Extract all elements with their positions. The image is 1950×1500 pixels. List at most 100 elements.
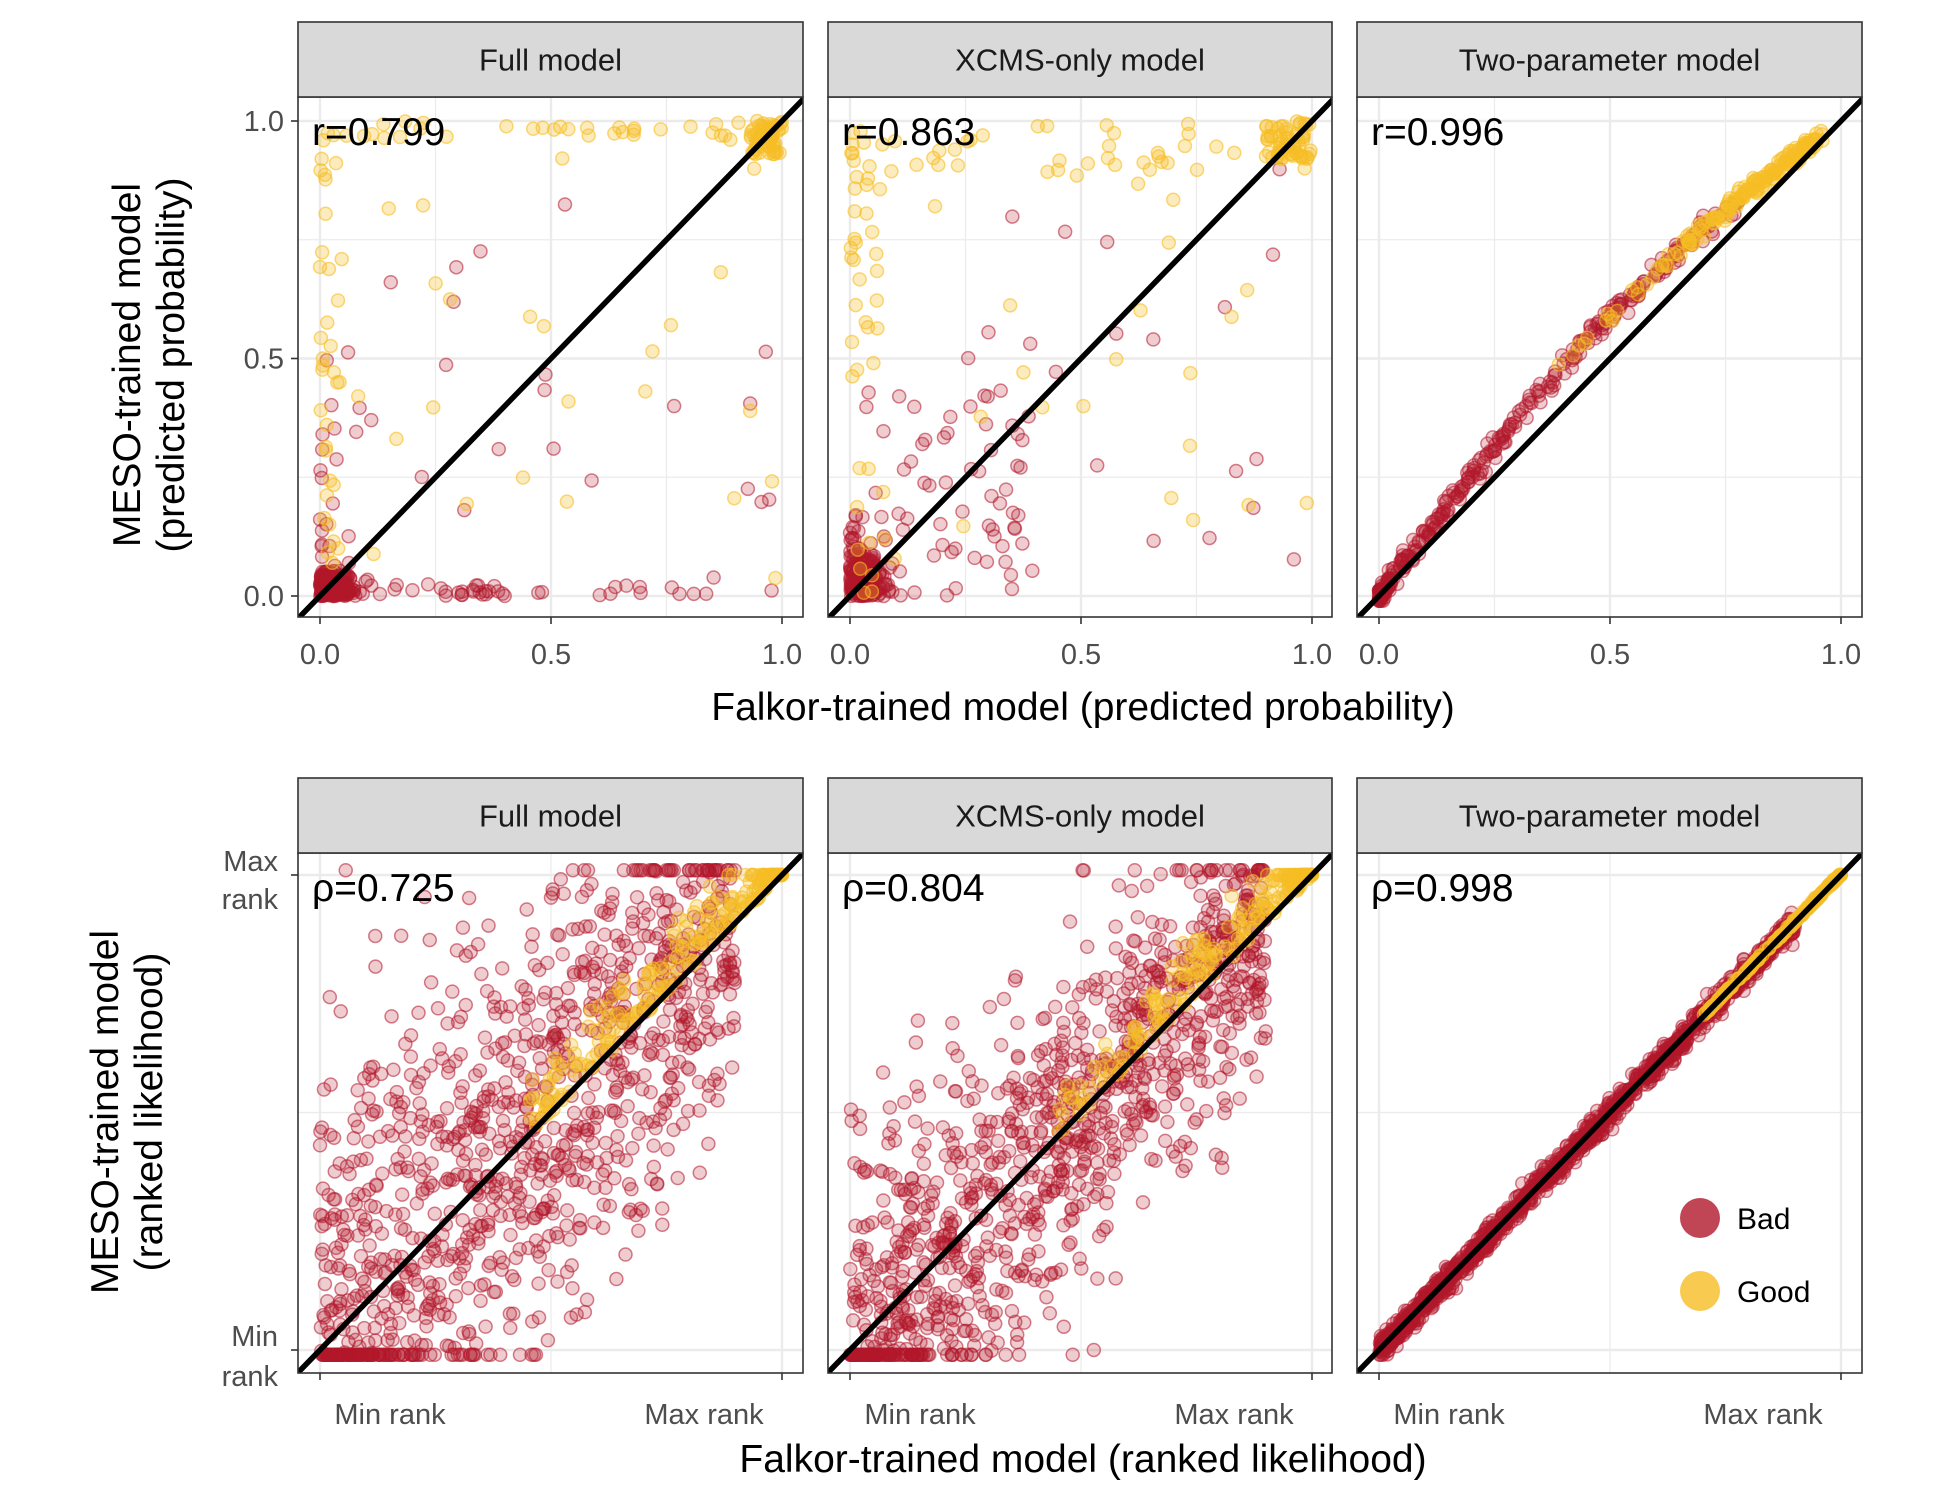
point-bad	[884, 1255, 900, 1271]
point-good	[1160, 991, 1176, 1007]
point-good	[930, 157, 946, 173]
point-good	[1209, 139, 1224, 154]
point-bad	[1037, 1181, 1053, 1196]
point-bad	[1056, 1218, 1071, 1233]
point-bad	[427, 1206, 443, 1221]
point-bad	[724, 964, 740, 979]
point-bad	[409, 1080, 424, 1096]
point-good	[1551, 357, 1567, 372]
point-bad	[327, 1192, 343, 1207]
point-good	[1108, 351, 1124, 367]
point-bad	[535, 1152, 551, 1167]
point-bad	[1086, 1342, 1102, 1358]
point-bad	[897, 1095, 912, 1110]
point-bad	[1236, 958, 1252, 974]
point-bad	[613, 964, 629, 979]
point-good	[872, 181, 888, 197]
point-bad	[577, 953, 593, 969]
point-bad	[1256, 952, 1271, 967]
point-bad	[1130, 909, 1146, 925]
point-bad	[670, 1170, 685, 1186]
point-bad	[998, 1285, 1014, 1301]
point-good	[1218, 939, 1233, 954]
point-bad	[1036, 1058, 1052, 1073]
point-bad	[588, 956, 604, 971]
point-good	[861, 535, 877, 551]
point-bad	[657, 1106, 673, 1122]
point-bad	[655, 1217, 670, 1233]
point-good	[1661, 246, 1677, 262]
point-bad	[1015, 1101, 1030, 1117]
point-bad	[618, 1153, 634, 1168]
point-bad	[1222, 863, 1237, 878]
point-bad	[551, 928, 567, 943]
point-bad	[958, 1263, 974, 1279]
point-bad	[1076, 863, 1092, 878]
point-good	[612, 1006, 627, 1021]
point-bad	[1177, 1134, 1193, 1150]
point-bad	[472, 1063, 488, 1078]
point-good	[318, 443, 334, 458]
point-bad	[711, 1025, 726, 1040]
point-good	[884, 164, 899, 179]
point-bad	[995, 538, 1010, 554]
point-bad	[440, 1252, 455, 1268]
point-bad	[998, 554, 1013, 570]
point-bad	[411, 1005, 426, 1021]
point-bad	[1187, 1115, 1202, 1130]
point-bad	[916, 1255, 931, 1270]
point-bad	[980, 1230, 996, 1245]
x-tick-label: 0.5	[531, 639, 571, 671]
point-bad	[669, 902, 684, 917]
point-bad	[654, 1201, 670, 1216]
point-bad	[433, 581, 449, 596]
point-bad	[1174, 863, 1189, 878]
point-good	[1182, 438, 1198, 454]
point-bad	[941, 1128, 956, 1143]
strip-label: Full model	[479, 43, 622, 78]
x-tick-label: 0.0	[1359, 639, 1399, 671]
point-bad	[532, 1050, 547, 1066]
point-bad	[754, 494, 769, 510]
point-bad	[979, 554, 995, 570]
point-bad	[1109, 326, 1124, 341]
point-good	[1565, 348, 1581, 363]
point-bad	[525, 1314, 540, 1329]
point-bad	[393, 1220, 409, 1236]
point-bad	[651, 926, 667, 941]
point-good	[1604, 310, 1619, 325]
point-bad	[1174, 1026, 1190, 1042]
point-bad	[1108, 941, 1124, 956]
point-bad	[1240, 999, 1255, 1014]
point-bad	[1502, 419, 1517, 434]
point-bad	[859, 1256, 875, 1272]
point-bad	[706, 570, 721, 585]
point-bad	[697, 1021, 713, 1036]
point-bad	[515, 1215, 530, 1231]
point-good	[708, 116, 724, 132]
point-bad	[938, 1291, 954, 1307]
point-bad	[1111, 878, 1127, 893]
point-good	[589, 1046, 605, 1061]
point-bad	[599, 1150, 614, 1166]
point-bad	[412, 1096, 427, 1111]
point-bad	[1138, 940, 1153, 955]
point-bad	[854, 1272, 869, 1287]
point-bad	[1446, 485, 1462, 501]
point-bad	[698, 586, 714, 602]
point-good	[522, 309, 538, 324]
point-bad	[554, 1004, 569, 1020]
point-bad	[338, 863, 353, 878]
point-bad	[948, 1084, 964, 1099]
point-good	[731, 115, 746, 130]
point-bad	[1166, 1086, 1181, 1101]
correlation-annotation: r=0.799	[312, 111, 445, 154]
point-bad	[646, 1138, 661, 1153]
point-bad	[876, 1193, 891, 1208]
point-bad	[911, 1088, 927, 1104]
point-good	[702, 879, 718, 894]
point-good	[616, 972, 632, 988]
point-bad	[933, 1074, 948, 1089]
point-good	[1289, 145, 1304, 160]
point-good	[1185, 961, 1201, 976]
